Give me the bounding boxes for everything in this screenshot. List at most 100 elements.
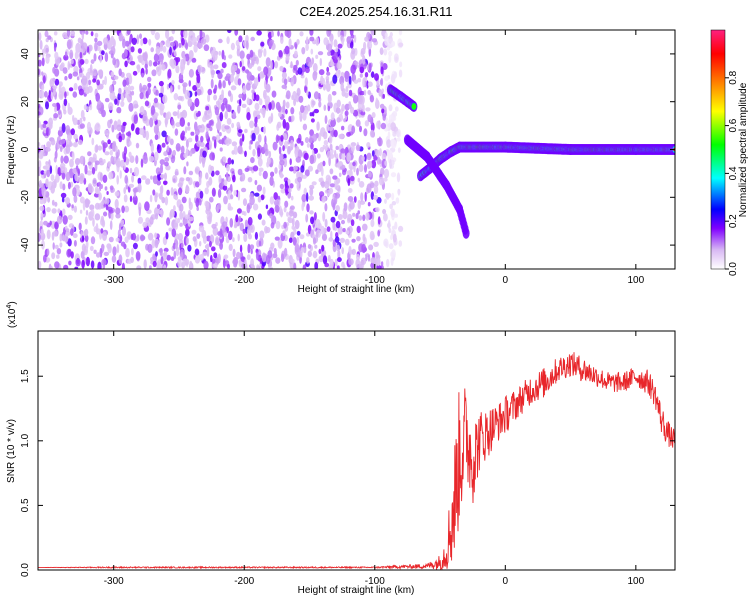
noise-blob [170, 256, 175, 262]
noise-blob [64, 91, 67, 99]
noise-blob [292, 211, 298, 219]
noise-blob [292, 237, 297, 246]
noise-blob [287, 145, 291, 155]
noise-blob [166, 111, 172, 120]
noise-blob [266, 156, 271, 165]
noise-blob [301, 194, 307, 203]
noise-blob [195, 133, 199, 143]
noise-blob [324, 115, 328, 125]
noise-blob [99, 172, 103, 182]
noise-blob [57, 208, 61, 214]
noise-blob [135, 142, 140, 149]
noise-blob [192, 85, 198, 91]
noise-blob [358, 263, 363, 269]
noise-blob [216, 100, 220, 106]
noise-blob [288, 210, 294, 217]
noise-blob [100, 228, 104, 234]
noise-blob [232, 111, 237, 120]
noise-blob [56, 248, 62, 255]
noise-blob [176, 217, 181, 224]
noise-blob [265, 204, 269, 210]
noise-blob [177, 109, 180, 119]
noise-blob [149, 194, 153, 203]
noise-blob [41, 182, 45, 193]
noise-blob [290, 195, 294, 201]
noise-blob [194, 128, 200, 136]
noise-blob [51, 199, 55, 206]
noise-blob [121, 262, 125, 269]
noise-blob [79, 209, 83, 214]
noise-blob [183, 55, 186, 65]
noise-blob [130, 123, 135, 132]
noise-blob [41, 71, 44, 76]
noise-blob [287, 76, 290, 83]
noise-blob [308, 195, 314, 201]
noise-blob [293, 165, 298, 171]
noise-blob [258, 171, 262, 177]
noise-blob [150, 47, 154, 53]
noise-blob [332, 239, 336, 247]
snr-x-tick-label: 100 [627, 576, 644, 587]
noise-blob [270, 222, 275, 229]
noise-blob [136, 265, 142, 269]
noise-blob [207, 94, 211, 103]
noise-blob [227, 30, 232, 34]
noise-blob [232, 248, 236, 258]
noise-blob [154, 193, 158, 203]
noise-blob [394, 213, 398, 218]
noise-blob [53, 31, 58, 36]
noise-blob [281, 71, 287, 79]
noise-blob [203, 44, 210, 52]
noise-blob [220, 102, 225, 112]
noise-blob [108, 171, 114, 180]
noise-blob [245, 40, 249, 50]
noise-blob [86, 121, 92, 132]
noise-blob [178, 187, 183, 196]
noise-blob [67, 102, 71, 112]
noise-blob [38, 89, 41, 99]
noise-blob [326, 71, 331, 76]
noise-blob [139, 127, 145, 136]
noise-blob [115, 160, 121, 168]
noise-blob [199, 127, 205, 133]
noise-blob [368, 62, 372, 72]
noise-blob [280, 36, 284, 44]
noise-blob [101, 258, 107, 266]
noise-blob [139, 82, 143, 93]
noise-blob [80, 109, 85, 119]
noise-blob [236, 121, 241, 128]
noise-blob [348, 258, 354, 266]
noise-blob [299, 234, 305, 240]
noise-blob [102, 159, 106, 164]
noise-blob [220, 94, 224, 100]
noise-blob [310, 118, 315, 123]
noise-blob [55, 173, 60, 183]
noise-blob [394, 221, 398, 230]
noise-blob [136, 234, 140, 242]
noise-blob [360, 257, 367, 265]
noise-blob [177, 95, 183, 101]
noise-blob [322, 160, 326, 167]
noise-blob [104, 198, 108, 205]
snr-line [38, 352, 675, 570]
noise-blob [262, 108, 266, 119]
noise-blob [112, 80, 117, 86]
noise-blob [387, 131, 391, 139]
noise-blob [148, 155, 155, 163]
noise-blob [238, 129, 243, 134]
noise-blob [382, 208, 387, 215]
noise-blob [305, 213, 309, 223]
noise-blob [69, 158, 74, 168]
noise-blob [282, 99, 286, 108]
noise-blob [336, 107, 341, 114]
noise-blob [389, 234, 394, 240]
noise-blob [294, 243, 300, 253]
ridge-core [412, 104, 416, 109]
noise-blob [122, 79, 127, 88]
noise-blob [74, 172, 79, 182]
noise-blob [158, 47, 164, 52]
snr-y-tick-label: 0.5 [20, 498, 31, 512]
noise-blob [42, 75, 46, 84]
snr-x-axis-label: Height of straight line (km) [298, 585, 415, 596]
